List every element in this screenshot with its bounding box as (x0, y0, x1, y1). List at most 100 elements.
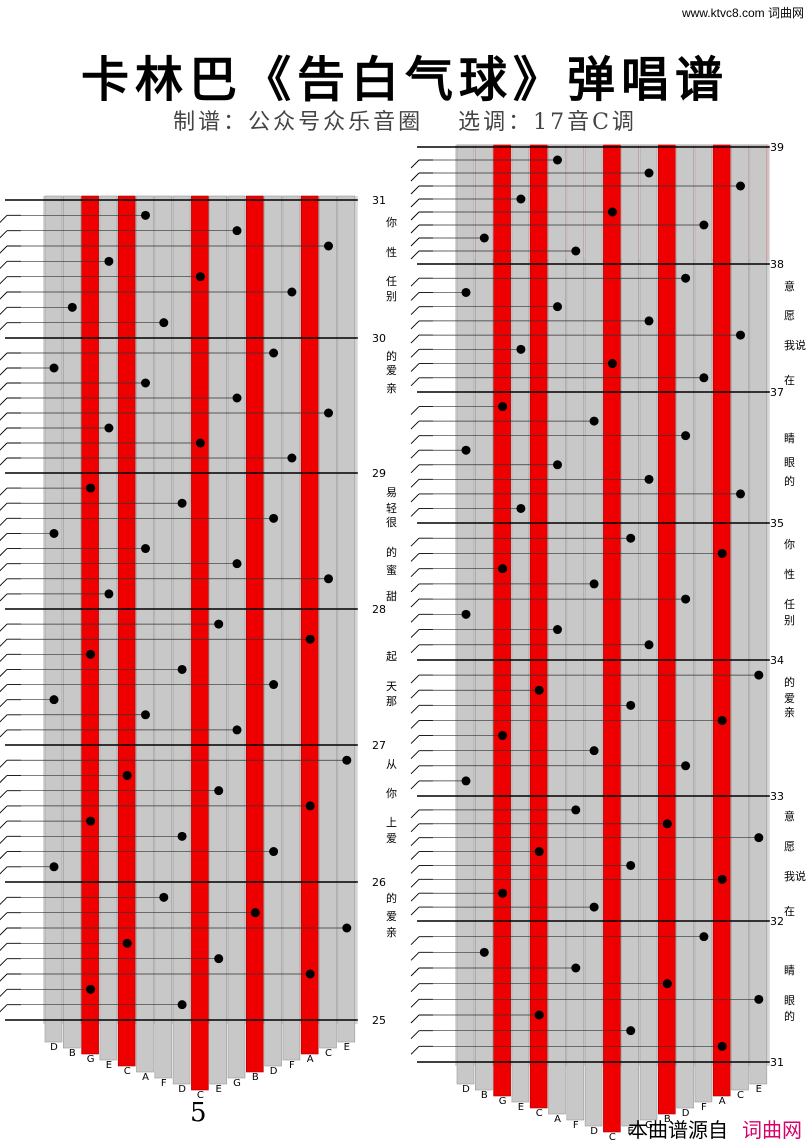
left-tine-label: B (252, 1072, 259, 1083)
right-note (644, 316, 654, 326)
right-tine (749, 144, 768, 1085)
page-number: 5 (190, 1098, 207, 1128)
right-note (754, 670, 764, 680)
left-tine (300, 195, 319, 1055)
right-beat-mark (410, 735, 433, 744)
left-note (177, 664, 187, 674)
left-lyric: 爱 (386, 364, 397, 377)
right-beat-mark (410, 334, 433, 344)
left-note (159, 892, 169, 902)
right-measure-number: 39 (770, 141, 784, 154)
right-note (717, 874, 727, 884)
right-tine-label: E (518, 1102, 524, 1113)
right-beat-mark (410, 780, 433, 790)
right-note (644, 474, 654, 484)
right-beat-mark (410, 568, 433, 577)
left-note (177, 1000, 187, 1010)
right-note (589, 416, 599, 426)
left-beat-mark (0, 502, 21, 511)
credit-brand[interactable]: 词曲网 (742, 1118, 802, 1142)
left-tine-label: D (270, 1066, 278, 1077)
left-tine-label: A (142, 1072, 149, 1083)
right-note (516, 194, 526, 204)
right-note (461, 609, 471, 619)
left-note (232, 226, 242, 236)
right-lyric: 眼 (784, 994, 795, 1007)
right-lyric: 意 (784, 809, 795, 823)
right-measure-number: 35 (770, 517, 784, 530)
left-note (104, 589, 114, 599)
left-note (195, 438, 205, 448)
left-beat-mark (0, 230, 21, 239)
right-note (589, 902, 599, 912)
left-beat-mark (0, 427, 21, 436)
left-tine-label: G (233, 1078, 241, 1089)
left-beat-mark (0, 563, 21, 572)
right-tine (584, 144, 603, 1127)
right-note (516, 344, 526, 354)
right-tine (639, 144, 658, 1121)
left-beat-mark (0, 593, 21, 602)
left-measure-number: 31 (372, 194, 386, 207)
right-note (626, 1026, 636, 1036)
right-beat-mark (410, 967, 433, 977)
left-note (141, 210, 150, 220)
left-lyric: 很 (386, 515, 397, 529)
right-tine-label: D (462, 1084, 470, 1095)
left-tine (209, 195, 227, 1085)
left-tine-label: C (325, 1048, 332, 1059)
left-tine-label: D (50, 1042, 58, 1053)
credit-prefix: 本曲谱源自 (628, 1118, 728, 1142)
left-beat-mark (0, 397, 21, 406)
left-note (342, 755, 352, 765)
left-beat-mark (0, 322, 21, 331)
right-lyric: 在 (784, 374, 795, 387)
right-beat-mark (410, 704, 433, 714)
right-note (553, 625, 562, 635)
left-beat-mark (0, 532, 21, 542)
left-tine-label: C (124, 1066, 131, 1077)
right-note (498, 888, 508, 898)
left-lyric: 蜜 (386, 563, 397, 577)
left-tine (337, 195, 356, 1043)
right-note (717, 548, 727, 558)
left-note (49, 695, 59, 705)
right-beat-mark (410, 837, 433, 846)
left-beat-mark (0, 699, 21, 708)
right-note (626, 700, 636, 710)
right-note (553, 302, 562, 312)
right-beat-mark (410, 983, 433, 992)
right-note (461, 445, 471, 455)
right-note (607, 359, 617, 369)
left-beat-mark (0, 487, 21, 496)
left-beat-mark (0, 1004, 21, 1013)
left-tine (227, 195, 246, 1079)
site-watermark: www.ktvc8.com 词曲网 (681, 6, 804, 20)
left-note (86, 816, 96, 826)
right-beat-mark (410, 906, 433, 916)
right-measure-number: 37 (770, 386, 784, 399)
right-lyric: 的 (784, 1009, 795, 1023)
left-lyric: 任 (386, 275, 397, 288)
right-beat-mark (410, 750, 433, 759)
right-note (498, 564, 508, 574)
right-beat-mark (410, 719, 433, 729)
right-beat-mark (410, 552, 433, 562)
right-note (681, 431, 691, 441)
right-beat-mark (410, 420, 433, 430)
right-tine-label: G (645, 1120, 653, 1131)
left-tine-label: B (69, 1048, 76, 1059)
left-measure-number: 27 (372, 739, 386, 752)
right-beat-mark (410, 951, 433, 961)
right-beat-mark (410, 998, 433, 1008)
left-tine-label: F (289, 1060, 295, 1071)
right-note (571, 246, 581, 256)
left-beat-mark (0, 442, 21, 451)
left-tine-label: A (307, 1054, 314, 1065)
left-beat-mark (0, 912, 21, 921)
right-note (479, 233, 489, 243)
left-note (214, 954, 224, 964)
right-beat-mark (410, 689, 433, 699)
right-lyric: 愿 (784, 840, 795, 853)
